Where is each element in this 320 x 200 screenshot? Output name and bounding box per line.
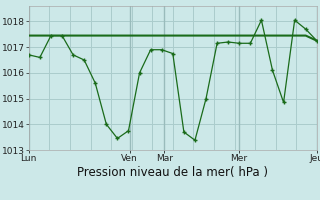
X-axis label: Pression niveau de la mer( hPa ): Pression niveau de la mer( hPa )	[77, 166, 268, 179]
